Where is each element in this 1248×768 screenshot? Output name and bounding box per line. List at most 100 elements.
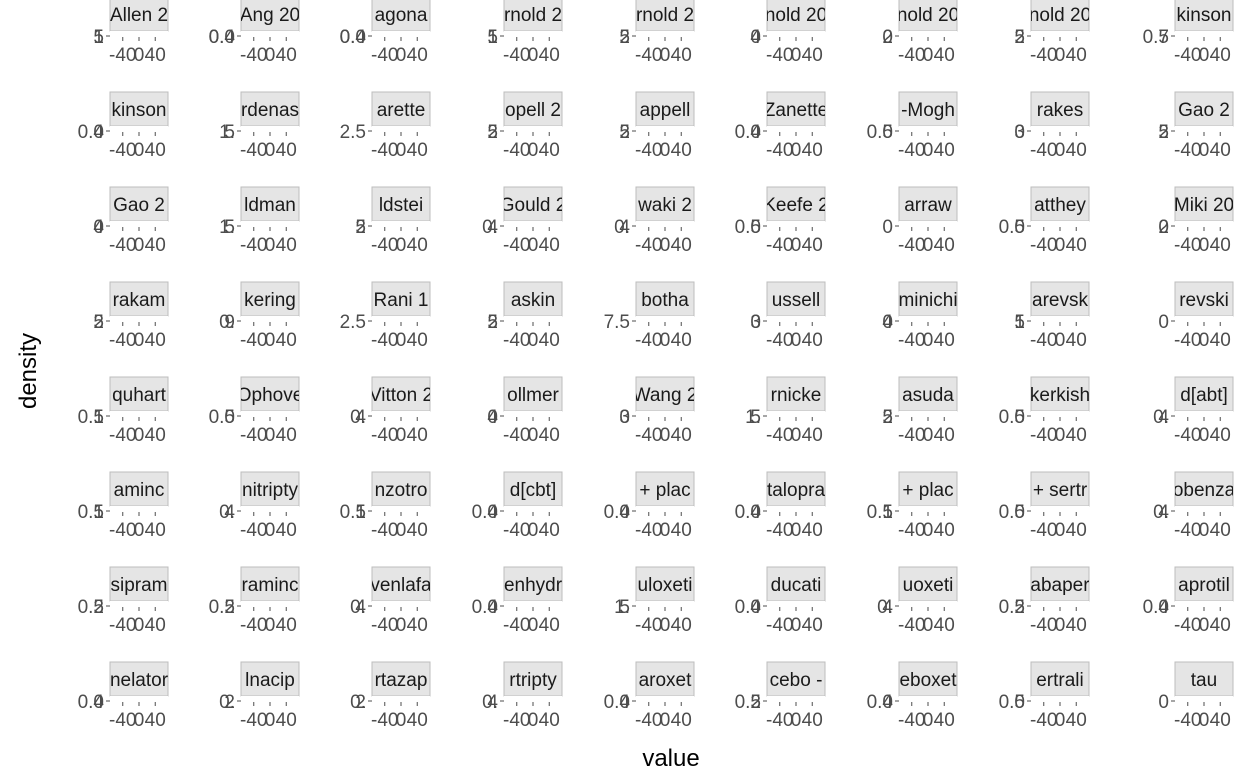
x-tick-label: 0 — [660, 425, 671, 446]
facet-panel: rtazap 0.2-400 40 — [350, 661, 431, 731]
y-tick-label: 5 — [882, 407, 893, 428]
facet-strip-label: rnold 2 — [636, 5, 694, 26]
y-tick-label: 2 — [355, 217, 366, 238]
facet-plot-area — [899, 506, 957, 512]
y-tick-label: 0 — [1158, 217, 1169, 238]
x-tick-label: 40 — [671, 425, 692, 446]
y-tick-label: 7.5 — [604, 312, 630, 333]
facet-plot-area — [899, 601, 957, 607]
y-tick-label: 4 — [487, 597, 498, 618]
facet-strip-label: Gould 2 — [500, 195, 567, 216]
x-tick-label: 0 — [1055, 45, 1066, 66]
facet-plot-area — [504, 411, 562, 417]
facet-strip — [1030, 281, 1090, 317]
y-tick-label: 0 — [882, 217, 893, 238]
facet-plot-area — [241, 696, 299, 702]
facet-strip — [503, 186, 563, 222]
y-tick-label: 5 — [224, 217, 235, 238]
y-tick-label: 2 — [93, 312, 104, 333]
x-tick-label: 0 — [1199, 425, 1210, 446]
facet-strip — [898, 566, 958, 602]
facet-panel: + plac 0.15-400 40 — [867, 471, 958, 541]
facet-strip-label: waki 2 — [637, 195, 692, 216]
y-tick-label: 4 — [882, 597, 893, 618]
facet-strip-label: raminc — [241, 575, 298, 596]
y-tick-label: 4 — [750, 502, 761, 523]
y-tick-label: 0.1 — [78, 407, 104, 428]
facet-strip-label: rtazap — [375, 670, 428, 691]
facet-plot-area — [1175, 696, 1233, 702]
x-tick-label: 0 — [265, 520, 276, 541]
facet-strip-label: arevsk — [1032, 290, 1088, 311]
facet-strip — [240, 281, 300, 317]
x-tick-label: 40 — [276, 615, 297, 636]
x-tick-label: 0 — [265, 330, 276, 351]
facet-strip-label: quhart — [112, 385, 167, 406]
facet-strip — [766, 566, 826, 602]
y-tick-label: 4 — [487, 692, 498, 713]
facet-strip-label: kering — [244, 290, 296, 311]
facet-strip-label: ducati — [771, 575, 822, 596]
x-tick-label: 40 — [1066, 520, 1087, 541]
y-tick-label: 5 — [1014, 27, 1025, 48]
facet-strip-label: rdenas — [241, 100, 299, 121]
facet-strip — [503, 0, 563, 32]
facet-panel: + sertr 0.05-400 40 — [999, 471, 1090, 541]
x-tick-label: 40 — [934, 710, 955, 731]
x-tick-label: -40 — [1174, 425, 1201, 446]
facet-plot-area — [1175, 126, 1233, 132]
facet-panel: askin 25-400 40 — [487, 281, 563, 351]
x-tick-label: 0 — [134, 520, 145, 541]
facet-panel: aminc 0.15-400 40 — [78, 471, 169, 541]
facet-panel: nitripty 0.4-400 40 — [219, 471, 300, 541]
y-tick-label: 5 — [1014, 502, 1025, 523]
y-tick-label: 0 — [750, 312, 761, 333]
y-tick-label: 3 — [619, 407, 630, 428]
facet-panel: rdenas 1.5-400 40 — [219, 91, 300, 161]
facet-strip — [109, 471, 169, 507]
x-tick-label: 40 — [1066, 710, 1087, 731]
facet-plot-area — [110, 316, 168, 322]
x-tick-label: 0 — [396, 235, 407, 256]
x-tick-label: 0 — [660, 45, 671, 66]
facet-strip-label: Miki 20 — [1174, 195, 1234, 216]
facet-plot-area — [1175, 31, 1233, 37]
facet-panel: kering 0.9-400 40 — [219, 281, 300, 351]
x-tick-label: -40 — [1030, 615, 1057, 636]
facet-strip-label: ollmer — [507, 385, 559, 406]
x-tick-label: 40 — [407, 520, 428, 541]
x-tick-label: 0 — [134, 45, 145, 66]
facet-plot-area — [767, 221, 825, 227]
facet-strip — [240, 471, 300, 507]
y-tick-label: 0 — [487, 407, 498, 428]
facet-panel: arevsk 15-400 40 — [1014, 281, 1090, 351]
facet-plot-area — [767, 506, 825, 512]
y-tick-label: 4 — [1158, 407, 1169, 428]
x-tick-label: 40 — [1066, 330, 1087, 351]
x-tick-label: 0 — [791, 45, 802, 66]
x-tick-label: -40 — [635, 710, 662, 731]
facet-strip-label: rtripty — [509, 670, 557, 691]
x-tick-label: 0 — [1055, 330, 1066, 351]
facet-plot-area — [504, 696, 562, 702]
x-tick-label: -40 — [240, 330, 267, 351]
y-tick-label: 0.0 — [735, 502, 761, 523]
x-tick-label: 40 — [539, 235, 560, 256]
facet-plot-area — [767, 126, 825, 132]
y-tick-label: 2 — [224, 692, 235, 713]
x-tick-label: -40 — [1030, 45, 1057, 66]
facet-strip-label: nold 20 — [897, 5, 959, 26]
facet-strip — [898, 471, 958, 507]
x-tick-label: 0 — [923, 520, 934, 541]
y-tick-label: 4 — [355, 597, 366, 618]
x-tick-label: 40 — [934, 330, 955, 351]
x-tick-label: 0 — [660, 615, 671, 636]
y-tick-label: 0.0 — [472, 597, 498, 618]
x-tick-label: 40 — [539, 45, 560, 66]
y-tick-label: 5 — [1014, 692, 1025, 713]
facet-panel: Gao 2 25-400 40 — [1158, 91, 1234, 161]
facet-strip — [635, 281, 695, 317]
y-tick-label: 2 — [487, 122, 498, 143]
